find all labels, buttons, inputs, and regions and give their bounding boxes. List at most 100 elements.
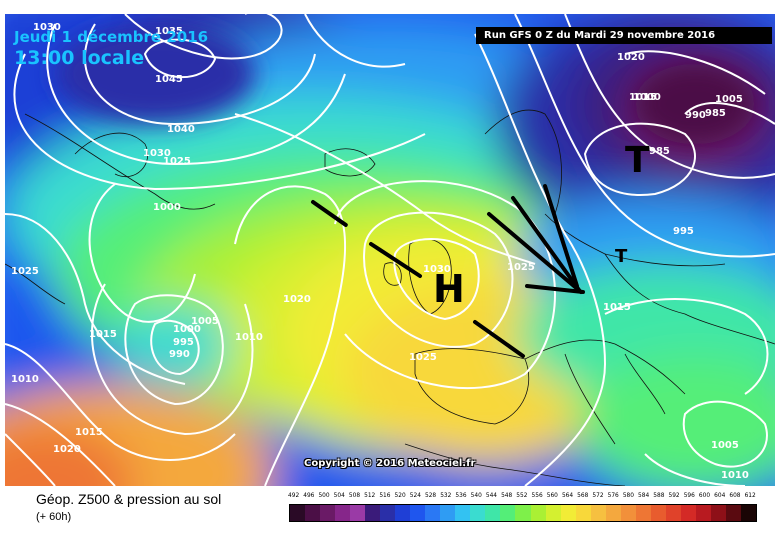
scale-bar [289,504,757,522]
scale-label: 504 [333,491,345,499]
isobar-label: 1020 [53,444,81,455]
scale-label: 512 [364,491,376,499]
chart-subtitle: (+ 60h) [36,511,72,523]
scale-swatch [590,505,606,521]
isobar-label: 1020 [283,294,311,305]
forecast-time: 13:00 locale [14,47,145,69]
scale-label: 552 [516,491,528,499]
chart-title: Géop. Z500 & pression au sol [36,491,222,507]
scale-label: 600 [698,491,711,499]
copyright: Copyright © 2016 Meteociel.fr [304,458,476,469]
isobar-label: 1005 [191,316,219,327]
scale-swatch [680,505,696,521]
isobar-label: 1000 [173,324,201,335]
isobar-label: 995 [673,226,694,237]
scale-swatch [335,505,351,521]
scale-swatch [290,505,306,521]
scale-label: 580 [622,491,634,499]
scale-swatch [560,505,576,521]
scale-swatch [425,505,441,521]
scale-label: 556 [531,491,543,499]
isobar-labels: 1030 103510451040103010251000102510151005… [11,22,749,481]
low-pressure-marker: T [625,140,650,181]
scale-label: 584 [638,491,650,499]
isobar-label: 1010 [721,470,749,481]
isobar-label: 1030 [33,22,61,33]
scale-swatch [530,505,546,521]
scale-swatch [665,505,681,521]
isobar-label: 1015 [89,329,117,340]
isobar-label: 1000 [633,92,661,103]
scale-swatch [485,505,501,521]
scale-label: 508 [348,491,361,499]
scale-swatch [470,505,486,521]
colour-scale: 492 496 500 504 508 512 516 520 524 528 532 536 540 5… [286,491,758,525]
forecast-date: Jeudi 1 décembre 2016 [14,28,209,46]
low-pressure-marker-small: T [615,246,628,267]
scale-swatch [545,505,561,521]
scale-swatch [365,505,381,521]
scale-label: 492 [288,491,300,499]
isobar-label: 995 [173,337,194,348]
isobar-label: 1020 [617,52,645,63]
scale-swatch [650,505,666,521]
forecast-map: 1030 1035 1045 1040 1030 1025 1000 1025 1015 1005… [5,14,775,486]
isobar-label: 1000 [153,202,181,213]
scale-label: 524 [409,491,421,499]
scale-swatch [605,505,621,521]
isobar-label: 1005 [711,440,739,451]
isobar-label: 1015 [75,427,103,438]
scale-swatch [515,505,531,521]
scale-label: 536 [455,491,467,499]
map-svg: 1030 103510451040103010251000102510151005… [5,14,775,486]
scale-label: 608 [729,491,741,499]
isobar-label: 1025 [409,352,437,363]
isobar-label: 990 [169,349,190,360]
isobar-label: 1035 [155,26,183,37]
scale-label: 612 [744,491,756,499]
scale-swatch [350,505,366,521]
scale-label: 568 [577,491,589,499]
scale-label: 540 [470,491,482,499]
scale-swatch [725,505,741,521]
scale-label: 500 [318,491,330,499]
scale-label: 532 [440,491,452,499]
scale-swatch [575,505,591,521]
scale-swatch [410,505,426,521]
scale-labels: 492 496 500 504 508 512 516 520 524 528 532 536 540 5… [286,491,758,503]
axis-lines [311,184,585,358]
scale-label: 564 [561,491,574,499]
scale-swatch [695,505,711,521]
scale-swatch [710,505,726,521]
scale-label: 592 [668,491,680,499]
isobar-label: 1030 [143,148,171,159]
scale-label: 528 [424,491,437,499]
scale-label: 544 [485,491,498,499]
scale-swatch [305,505,321,521]
isobar-label: 985 [649,146,670,157]
isobar-label: 1015 [629,92,657,103]
isobar-label: 1040 [167,124,195,135]
scale-swatch [455,505,471,521]
isobar-label: 985 [705,108,726,119]
scale-label: 576 [607,491,619,499]
isobars [5,14,775,486]
scale-swatch [635,505,651,521]
isobar-label: 1025 [11,266,39,277]
scale-swatch [440,505,456,521]
scale-label: 572 [592,491,604,499]
isobar-label: 1045 [155,74,183,85]
scale-swatch [500,505,516,521]
scale-swatch [620,505,636,521]
scale-swatch [395,505,411,521]
high-pressure-marker: H [433,267,465,311]
scale-label: 604 [714,491,726,499]
isobar-label: 1025 [507,262,535,273]
isobar-label: 1030 [423,264,451,275]
isobar-label: 990 [685,110,706,121]
scale-label: 596 [683,491,695,499]
scale-swatch [380,505,396,521]
scale-swatch [320,505,336,521]
isobar-label: 1025 [163,156,191,167]
